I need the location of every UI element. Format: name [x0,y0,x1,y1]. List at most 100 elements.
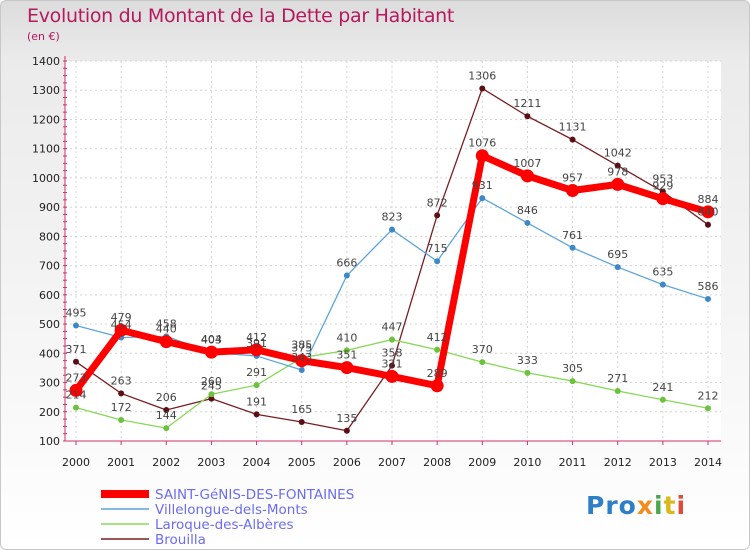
data-point-laroque [569,378,576,385]
data-point-brouilla [298,419,305,425]
data-label-villelongue: 586 [698,280,719,293]
data-point-saint-genis [566,183,580,197]
data-label-laroque: 305 [562,362,583,375]
data-point-brouilla [163,407,170,414]
data-point-villelongue [73,322,79,329]
data-point-laroque [73,404,79,411]
data-point-villelongue [298,366,305,373]
data-point-laroque [479,359,486,366]
data-label-saint-genis: 404 [201,333,222,346]
data-point-brouilla [479,85,486,92]
data-point-brouilla [73,358,79,365]
data-label-saint-genis: 289 [427,367,448,380]
data-point-villelongue [479,195,486,202]
data-label-villelongue: 931 [472,179,493,192]
data-point-saint-genis [204,345,218,359]
x-tick-label: 2006 [333,456,361,469]
data-label-laroque: 144 [156,409,177,422]
y-tick-label: 800 [39,230,60,243]
data-label-brouilla: 371 [66,343,87,356]
data-point-saint-genis [701,205,715,219]
y-tick-label: 1300 [32,84,60,97]
y-tick-label: 600 [39,289,60,302]
unit-label: (en €) [27,30,60,43]
y-tick-label: 100 [39,435,60,448]
chart-title: Evolution du Montant de la Dette par Hab… [27,5,455,27]
data-label-brouilla: 263 [111,374,132,387]
data-point-saint-genis [520,169,534,183]
data-label-saint-genis: 273 [66,371,87,384]
x-tick-label: 2005 [288,456,316,469]
data-label-brouilla: 165 [291,403,312,416]
y-tick-label: 500 [39,318,60,331]
data-point-laroque [253,382,260,389]
data-label-laroque: 333 [517,354,538,367]
data-point-laroque [163,425,170,432]
data-point-saint-genis [656,192,670,206]
data-label-villelongue: 391 [246,337,267,350]
data-label-laroque: 260 [201,375,222,388]
data-label-saint-genis: 351 [336,349,357,362]
data-point-laroque [208,391,215,398]
y-tick-label: 700 [39,260,60,273]
data-point-brouilla [253,411,260,418]
data-point-brouilla [389,362,395,369]
data-label-saint-genis: 321 [382,357,403,370]
y-tick-label: 200 [39,406,60,419]
data-point-saint-genis [340,361,354,375]
data-label-laroque: 271 [607,372,628,385]
data-label-laroque: 212 [698,389,719,402]
data-point-laroque [389,336,395,343]
data-label-laroque: 447 [382,321,403,334]
data-label-laroque: 291 [246,366,267,379]
y-tick-label: 1400 [32,55,60,68]
data-point-villelongue [389,226,395,233]
data-label-villelongue: 715 [427,242,448,255]
data-point-laroque [705,405,711,412]
data-label-villelongue: 761 [562,229,583,242]
data-label-villelongue: 458 [156,317,177,330]
x-tick-label: 2003 [197,456,225,469]
data-label-villelongue: 454 [111,319,132,332]
data-label-saint-genis: 1076 [468,137,496,150]
data-point-brouilla [614,162,621,169]
data-point-brouilla [118,390,125,397]
data-label-laroque: 385 [291,339,312,352]
data-label-saint-genis: 412 [246,331,267,344]
x-tick-label: 2010 [513,456,541,469]
legend-label-villelongue: Villelongue-dels-Monts [155,502,308,518]
data-label-brouilla: 1131 [559,121,587,134]
data-label-brouilla: 358 [382,347,403,360]
data-label-villelongue: 695 [607,248,628,261]
data-label-villelongue: 495 [66,307,87,320]
data-point-brouilla [208,395,215,402]
legend-label-saint-genis: SAINT-GéNIS-DES-FONTAINES [155,487,354,503]
x-tick-label: 2014 [694,456,722,469]
data-point-saint-genis [295,354,309,368]
x-tick-label: 2001 [107,456,135,469]
x-tick-label: 2012 [604,456,632,469]
data-label-brouilla: 135 [336,412,357,425]
data-label-saint-genis: 1007 [513,157,541,170]
data-point-saint-genis [430,379,444,393]
data-point-laroque [659,396,666,403]
x-tick-label: 2002 [152,456,180,469]
data-label-saint-genis: 978 [607,165,628,178]
x-tick-label: 2000 [62,456,90,469]
y-tick-label: 900 [39,201,60,214]
x-tick-label: 2009 [468,456,496,469]
data-point-laroque [614,388,621,395]
data-label-brouilla: 1306 [468,69,496,82]
data-point-villelongue [343,272,350,279]
y-tick-label: 300 [39,377,60,390]
legend-label-brouilla: Brouilla [155,532,206,548]
data-point-saint-genis [69,383,83,397]
data-label-brouilla: 206 [156,391,177,404]
x-tick-label: 2011 [559,456,587,469]
data-label-saint-genis: 479 [111,311,132,324]
proxiti-logo: Proxiti [586,491,687,520]
data-point-saint-genis [475,149,489,163]
data-point-laroque [524,369,531,376]
